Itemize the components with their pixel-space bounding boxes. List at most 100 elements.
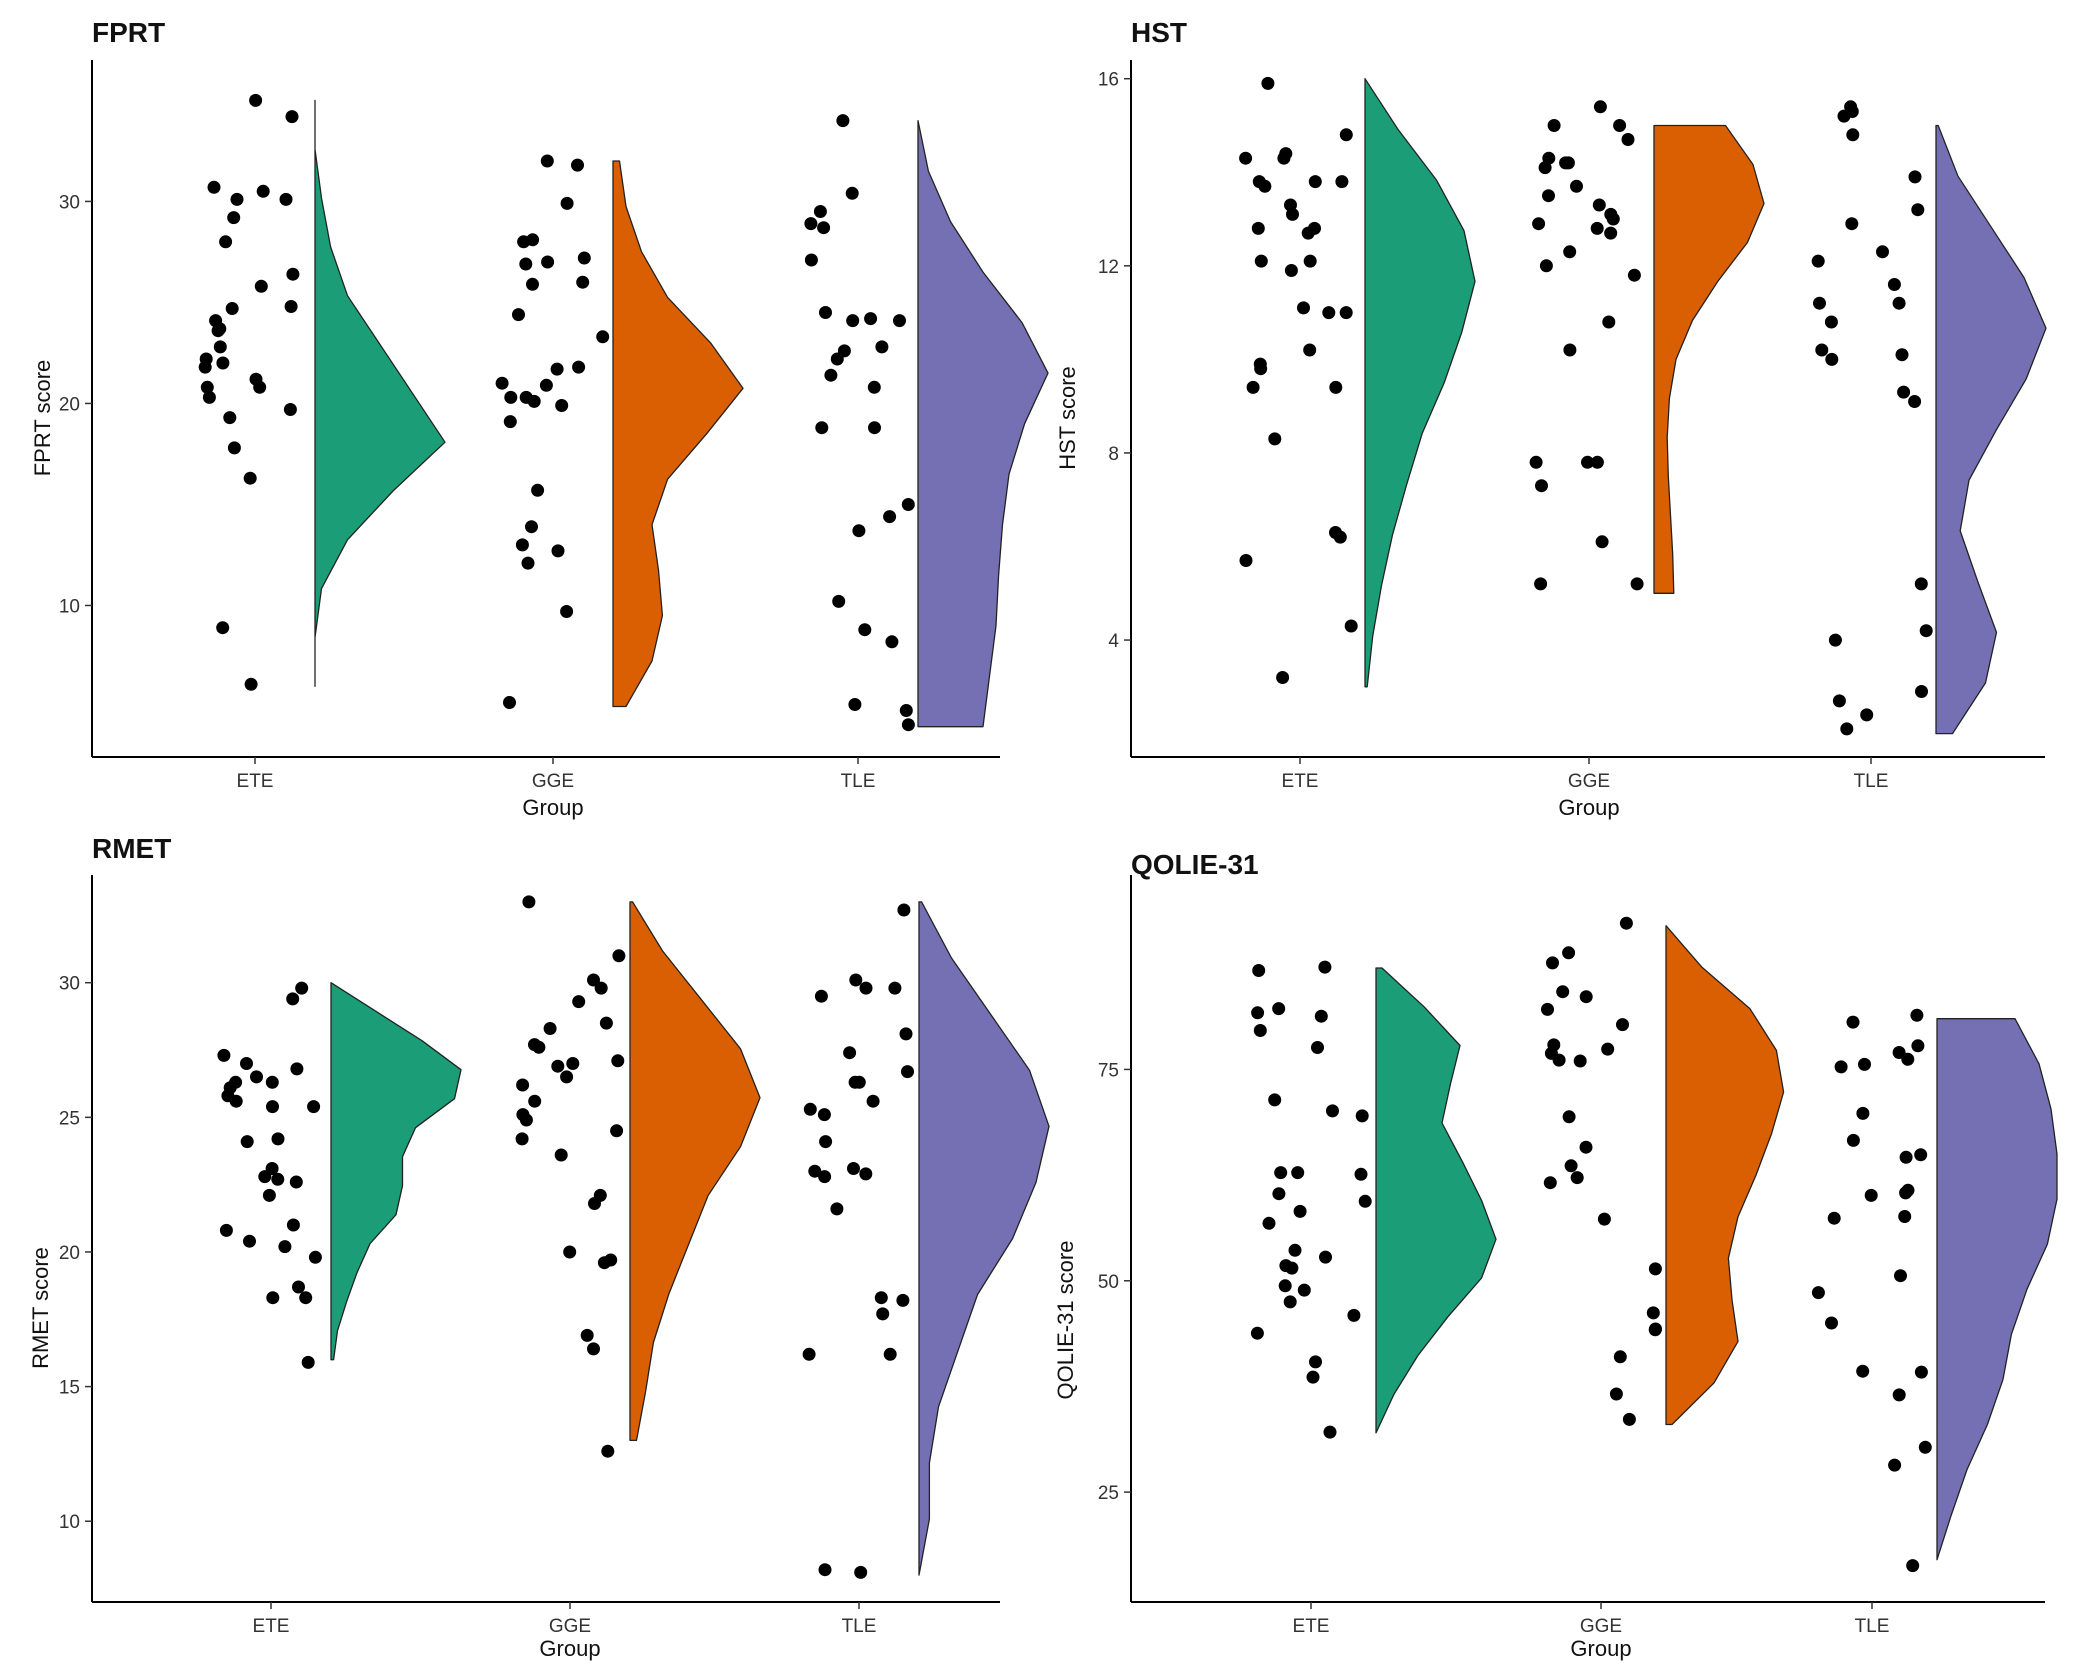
- data-point: [527, 394, 541, 408]
- data-point: [1646, 1306, 1660, 1320]
- data-point: [897, 903, 911, 917]
- data-point: [836, 114, 850, 128]
- data-point: [1339, 306, 1353, 320]
- x-axis: ETE GGE TLE: [92, 1601, 1000, 1637]
- data-point: [1837, 109, 1851, 123]
- groups: [1250, 916, 2058, 1573]
- data-point: [1276, 671, 1290, 684]
- data-point: [563, 1245, 577, 1259]
- data-point: [1811, 254, 1825, 268]
- y-axis-title: RMET score: [28, 1247, 53, 1369]
- data-point: [1910, 1008, 1924, 1022]
- data-point: [551, 544, 565, 558]
- violin-ete: [1375, 967, 1497, 1434]
- data-point: [254, 279, 268, 293]
- data-point: [1579, 1140, 1593, 1154]
- data-point: [610, 1124, 624, 1138]
- data-point: [1534, 577, 1548, 591]
- data-point: [888, 981, 902, 995]
- violin-ete: [330, 982, 462, 1361]
- data-point: [1613, 119, 1627, 132]
- data-point: [1609, 1387, 1623, 1401]
- data-point: [292, 1280, 305, 1294]
- data-point: [286, 992, 300, 1006]
- y-axis: 10 15 20 25 30: [59, 875, 93, 1602]
- data-point: [1914, 1365, 1928, 1379]
- data-point: [1604, 226, 1618, 240]
- data-point: [540, 154, 554, 168]
- data-point: [229, 1094, 243, 1108]
- data-point: [1888, 1458, 1902, 1472]
- data-point: [301, 1355, 315, 1369]
- data-point: [901, 498, 915, 511]
- data-point: [830, 1202, 844, 1216]
- data-point: [1911, 203, 1925, 217]
- y-axis-title: FPRT score: [30, 360, 55, 477]
- data-point: [1892, 1046, 1906, 1059]
- data-point: [271, 1172, 285, 1186]
- data-point: [1590, 455, 1604, 469]
- data-point: [1308, 175, 1322, 189]
- data-point: [571, 158, 584, 172]
- y-tick-label: 50: [1098, 1272, 1119, 1293]
- data-point: [901, 718, 915, 732]
- data-point: [284, 300, 298, 313]
- data-point: [859, 981, 873, 995]
- data-point: [1262, 1216, 1276, 1230]
- data-point: [1274, 1166, 1288, 1180]
- data-point: [526, 277, 539, 291]
- data-point: [1253, 1024, 1267, 1037]
- data-point: [1901, 1052, 1915, 1066]
- y-tick-label: 20: [59, 394, 80, 415]
- data-point: [283, 403, 297, 416]
- data-point: [883, 1347, 897, 1361]
- data-point: [531, 483, 545, 497]
- data-point: [802, 1347, 816, 1361]
- y-tick-label: 16: [1098, 70, 1119, 91]
- data-point: [1564, 1159, 1578, 1173]
- data-point: [555, 399, 569, 412]
- data-point: [216, 356, 230, 370]
- data-point: [1906, 1559, 1920, 1573]
- data-point: [1541, 1002, 1554, 1016]
- data-point: [525, 520, 538, 534]
- data-point: [1918, 1440, 1932, 1454]
- data-point: [808, 1164, 822, 1178]
- data-point: [219, 235, 233, 249]
- data-point: [307, 1100, 321, 1114]
- data-point: [503, 415, 517, 429]
- data-point: [1846, 1133, 1860, 1147]
- data-point: [1277, 151, 1291, 165]
- data-point: [554, 1148, 568, 1162]
- data-point: [516, 1078, 530, 1092]
- data-point: [1306, 1370, 1320, 1384]
- data-point: [893, 314, 906, 328]
- data-point: [1344, 619, 1358, 633]
- data-point: [223, 411, 237, 425]
- data-point: [266, 1100, 279, 1114]
- data-point: [286, 267, 300, 281]
- data-point: [577, 251, 591, 265]
- data-point: [1303, 254, 1317, 268]
- data-point: [1272, 1002, 1286, 1016]
- data-point: [256, 184, 270, 198]
- data-point: [504, 390, 518, 404]
- violin-tle: [1936, 1018, 2058, 1561]
- data-point: [308, 1250, 322, 1264]
- data-point: [1347, 1308, 1361, 1322]
- data-point: [875, 340, 889, 354]
- data-point: [1333, 530, 1347, 544]
- data-point: [1239, 554, 1253, 567]
- data-point: [803, 1102, 817, 1116]
- data-point: [832, 594, 846, 608]
- data-point: [1291, 1166, 1305, 1180]
- x-axis-title: Group: [539, 1636, 600, 1661]
- data-point: [550, 362, 564, 376]
- data-point: [271, 1132, 285, 1146]
- data-point: [1593, 100, 1607, 114]
- data-point: [1613, 1350, 1627, 1364]
- y-tick-label: 30: [59, 974, 80, 995]
- data-point: [843, 1046, 857, 1060]
- data-point: [1827, 1211, 1841, 1225]
- data-point: [580, 1328, 594, 1342]
